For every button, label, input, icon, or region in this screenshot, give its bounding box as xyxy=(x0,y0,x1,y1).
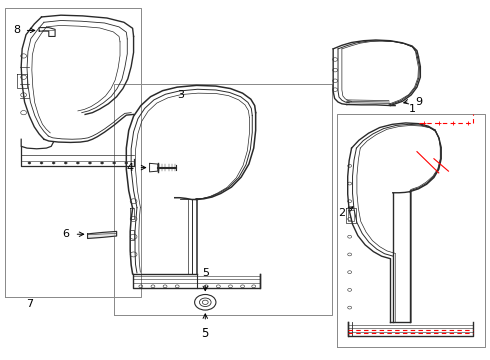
Text: 3: 3 xyxy=(177,90,185,100)
Circle shape xyxy=(40,162,43,164)
Circle shape xyxy=(76,162,79,164)
Text: 2: 2 xyxy=(338,208,345,217)
Circle shape xyxy=(28,162,31,164)
Text: 8: 8 xyxy=(13,26,20,35)
Text: 1: 1 xyxy=(409,104,416,114)
Polygon shape xyxy=(88,231,117,238)
Text: 9: 9 xyxy=(416,97,423,107)
Circle shape xyxy=(64,162,67,164)
Circle shape xyxy=(52,162,55,164)
Text: 4: 4 xyxy=(126,163,133,172)
Text: 6: 6 xyxy=(62,229,69,239)
Circle shape xyxy=(89,162,92,164)
Text: 5: 5 xyxy=(202,268,209,278)
Circle shape xyxy=(100,162,103,164)
Text: 7: 7 xyxy=(26,299,33,309)
Circle shape xyxy=(113,162,116,164)
Text: 5: 5 xyxy=(201,327,209,340)
Circle shape xyxy=(125,162,128,164)
